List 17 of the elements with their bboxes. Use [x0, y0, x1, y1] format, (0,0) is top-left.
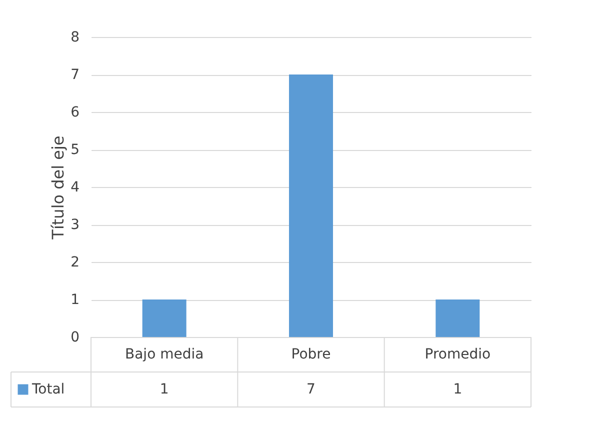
x-tick-label: Bajo media: [124, 346, 204, 362]
y-tick-label: 8: [70, 30, 80, 46]
data-label: 1: [453, 382, 462, 398]
legend-label: Total: [31, 382, 65, 398]
data-label: 7: [306, 382, 316, 398]
y-tick-label: 3: [70, 217, 80, 233]
x-tick-label: Promedio: [424, 346, 491, 362]
y-tick-label: 5: [70, 142, 80, 158]
x-tick-label: Pobre: [291, 346, 331, 362]
y-tick-label: 4: [70, 180, 80, 196]
data-label: 1: [160, 382, 169, 398]
y-tick-label: 6: [70, 104, 80, 120]
y-tick-label: 1: [70, 292, 80, 308]
y-tick-label: 0: [70, 330, 80, 346]
y-tick-label: 2: [70, 254, 80, 270]
y-axis-title: Título del eje: [48, 136, 68, 240]
y-tick-label: 7: [70, 67, 80, 83]
